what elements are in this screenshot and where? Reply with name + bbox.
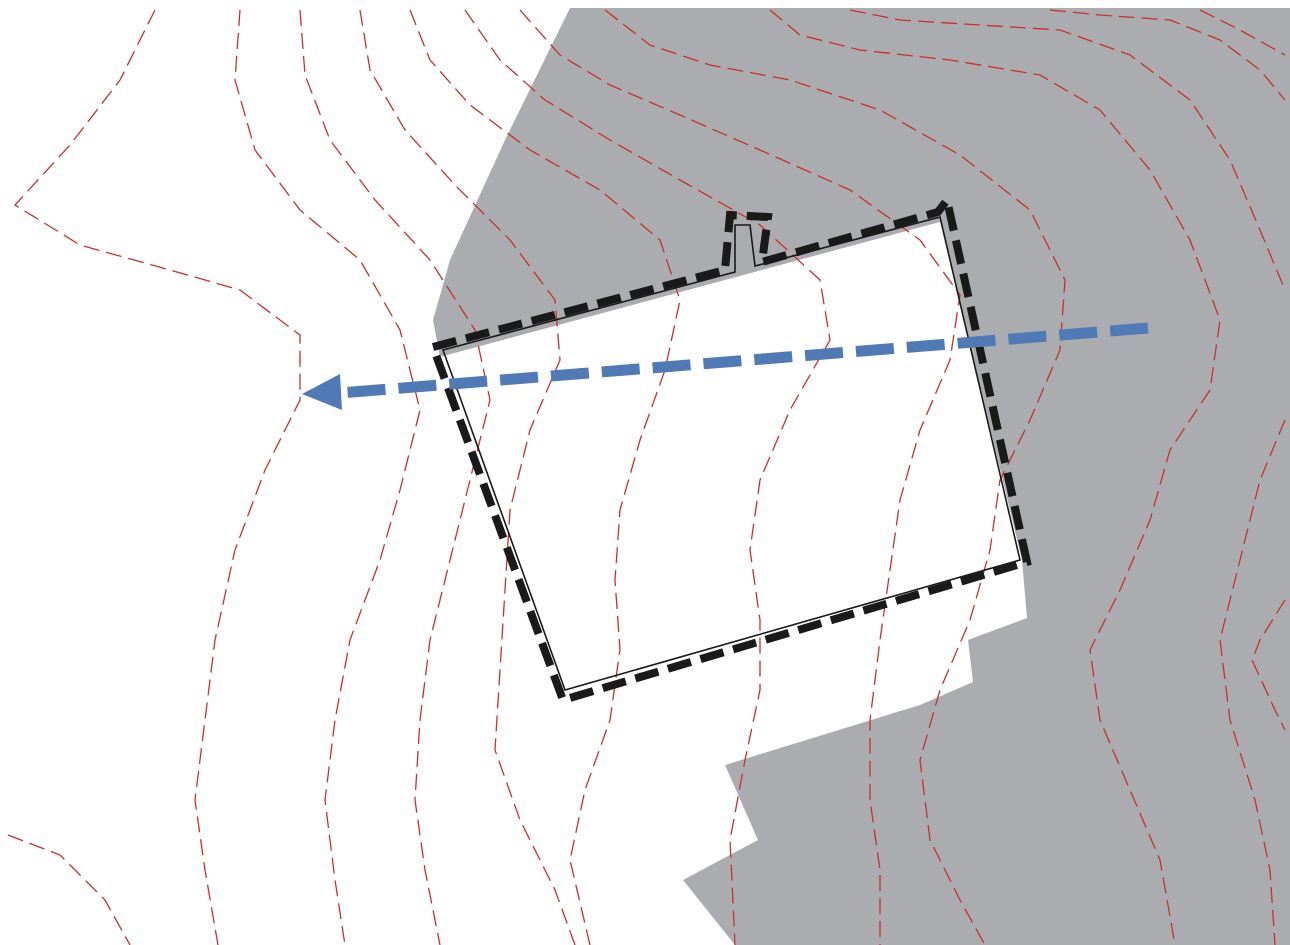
contour-line bbox=[849, 9, 1286, 291]
contour-line bbox=[234, 9, 421, 945]
contour-line bbox=[604, 9, 1066, 945]
contour-line bbox=[359, 9, 576, 945]
contour-line bbox=[13, 9, 301, 945]
contour-line bbox=[1049, 9, 1286, 101]
arrowhead-icon bbox=[302, 374, 342, 410]
site-pad bbox=[440, 222, 1022, 695]
contour-line bbox=[299, 9, 491, 945]
contour-line bbox=[1251, 599, 1286, 731]
contour-line bbox=[7, 834, 131, 945]
building-footprint-outline bbox=[441, 216, 1021, 691]
contour-line bbox=[519, 9, 961, 945]
contour-line bbox=[409, 9, 681, 945]
contour-line bbox=[1199, 9, 1286, 56]
site-boundary-dashed bbox=[427, 190, 1032, 705]
topographic-contour-lines bbox=[7, 9, 1286, 945]
drainage-flow-arrow bbox=[302, 322, 1149, 410]
contour-line bbox=[769, 9, 1221, 945]
shaded-terrain-area bbox=[433, 8, 1290, 945]
contour-line bbox=[464, 9, 831, 945]
contour-line bbox=[1219, 419, 1286, 945]
